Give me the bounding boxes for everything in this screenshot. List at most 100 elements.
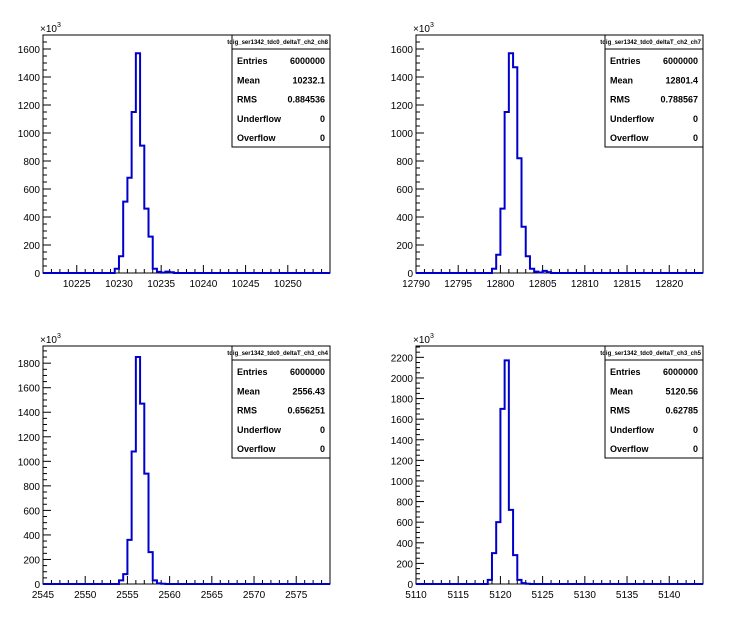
y-tick-label: 1400 xyxy=(18,73,41,84)
x-tick-label: 12800 xyxy=(487,279,515,290)
x-tick-label: 12805 xyxy=(529,279,557,290)
x-tick-label: 5135 xyxy=(616,590,639,601)
stats-label: Mean xyxy=(610,386,633,396)
stats-value: 6000000 xyxy=(290,367,325,377)
y-tick-label: 1200 xyxy=(391,456,414,467)
stats-value: 6000000 xyxy=(290,56,325,66)
y-tick-label: 1000 xyxy=(391,129,414,140)
y-exponent-label: ×103 xyxy=(40,22,61,35)
stats-value: 0 xyxy=(693,114,698,124)
y-tick-label: 1600 xyxy=(18,384,41,395)
x-tick-label: 5125 xyxy=(531,590,554,601)
stats-title: tdig_ser1342_tdc0_deltaT_ch2_ch7 xyxy=(600,40,701,46)
histogram-panel-4: 5110 5115 5120 5125 5130 5135 5140 0 200 400 600 80… xyxy=(391,333,704,601)
x-tick-label: 12815 xyxy=(613,279,641,290)
y-tick-label: 600 xyxy=(396,518,413,529)
y-tick-label: 1000 xyxy=(391,477,414,488)
stats-value: 0 xyxy=(320,425,325,435)
stats-title: tdig_ser1342_tdc0_deltaT_ch3_ch5 xyxy=(600,351,701,357)
stats-value: 0 xyxy=(320,114,325,124)
stats-value: 6000000 xyxy=(663,367,698,377)
stats-value: 12801.4 xyxy=(665,75,698,85)
y-exponent-label: ×103 xyxy=(413,333,434,346)
y-tick-label: 2000 xyxy=(391,374,414,385)
stats-value: 5120.56 xyxy=(665,386,698,396)
stats-value: 0.884536 xyxy=(287,95,325,105)
stats-box xyxy=(231,34,331,148)
x-tick-label: 5110 xyxy=(405,590,427,601)
y-tick-label: 200 xyxy=(23,241,40,252)
x-tick-label: 2555 xyxy=(116,590,139,601)
x-tick-label: 10245 xyxy=(232,279,260,290)
y-tick-label: 400 xyxy=(396,539,413,550)
x-tick-label: 2560 xyxy=(158,590,181,601)
y-tick-label: 600 xyxy=(396,185,413,196)
y-tick-label: 200 xyxy=(396,241,413,252)
histogram-panel-2: 12790 12795 12800 12805 12810 12815 12820 0 200 4… xyxy=(391,22,704,290)
y-tick-label: 1400 xyxy=(391,436,414,447)
x-tick-label: 5130 xyxy=(574,590,597,601)
stats-label: Underflow xyxy=(237,114,282,124)
histogram-outline xyxy=(416,359,703,585)
y-tick-label: 400 xyxy=(23,531,40,542)
y-tick-label: 800 xyxy=(23,157,40,168)
stats-value: 0 xyxy=(320,133,325,143)
histogram-outline xyxy=(416,52,703,274)
y-tick-label: 600 xyxy=(23,185,40,196)
y-tick-label: 2200 xyxy=(391,353,414,364)
stats-label: Entries xyxy=(610,367,641,377)
x-tick-label: 10230 xyxy=(105,279,133,290)
stats-title: tdig_ser1342_tdc0_deltaT_ch3_ch4 xyxy=(227,351,328,357)
stats-box xyxy=(604,34,704,148)
y-tick-label: 1800 xyxy=(18,359,41,370)
x-tick-label: 2575 xyxy=(285,590,308,601)
histogram-outline xyxy=(43,356,330,585)
stats-label: Overflow xyxy=(237,444,277,454)
stats-value: 0 xyxy=(320,444,325,454)
x-tick-label: 2565 xyxy=(201,590,224,601)
x-tick-label: 2550 xyxy=(74,590,97,601)
stats-value: 0 xyxy=(693,425,698,435)
histogram-outline xyxy=(43,52,330,274)
x-tick-label: 12820 xyxy=(655,279,683,290)
y-tick-label: 1400 xyxy=(391,73,414,84)
stats-value: 2556.43 xyxy=(292,386,325,396)
stats-label: Mean xyxy=(237,386,260,396)
y-tick-label: 1800 xyxy=(391,395,414,406)
x-tick-label: 5120 xyxy=(489,590,512,601)
x-tick-label: 2545 xyxy=(32,590,55,601)
y-tick-label: 800 xyxy=(396,157,413,168)
stats-label: Underflow xyxy=(610,114,655,124)
y-exponent-label: ×103 xyxy=(413,22,434,35)
y-tick-label: 800 xyxy=(396,498,413,509)
y-tick-label: 200 xyxy=(396,559,413,570)
stats-label: RMS xyxy=(610,95,630,105)
stats-label: Overflow xyxy=(237,133,277,143)
y-tick-label: 1600 xyxy=(18,45,41,56)
stats-label: Entries xyxy=(237,367,268,377)
stats-label: RMS xyxy=(237,406,257,416)
y-tick-label: 800 xyxy=(23,482,40,493)
y-tick-label: 200 xyxy=(23,555,40,566)
stats-value: 6000000 xyxy=(663,56,698,66)
stats-box xyxy=(231,345,331,459)
stats-label: Overflow xyxy=(610,133,650,143)
y-tick-label: 1000 xyxy=(18,457,41,468)
y-tick-label: 0 xyxy=(407,580,413,591)
stats-label: Underflow xyxy=(610,425,655,435)
stats-label: Overflow xyxy=(610,444,650,454)
y-tick-label: 400 xyxy=(396,213,413,224)
x-tick-label: 12795 xyxy=(444,279,472,290)
x-tick-label: 5140 xyxy=(658,590,681,601)
stats-value: 0.788567 xyxy=(660,95,698,105)
y-tick-label: 1200 xyxy=(391,101,414,112)
histogram-panel-1: 10225 10230 10235 10240 10245 10250 0 200 400 600… xyxy=(18,22,331,290)
y-tick-label: 600 xyxy=(23,506,40,517)
stats-value: 10232.1 xyxy=(292,75,325,85)
y-tick-label: 0 xyxy=(34,580,40,591)
y-exponent-label: ×103 xyxy=(40,333,61,346)
x-tick-label: 2570 xyxy=(243,590,266,601)
y-tick-label: 1600 xyxy=(391,415,414,426)
y-tick-label: 1200 xyxy=(18,433,41,444)
